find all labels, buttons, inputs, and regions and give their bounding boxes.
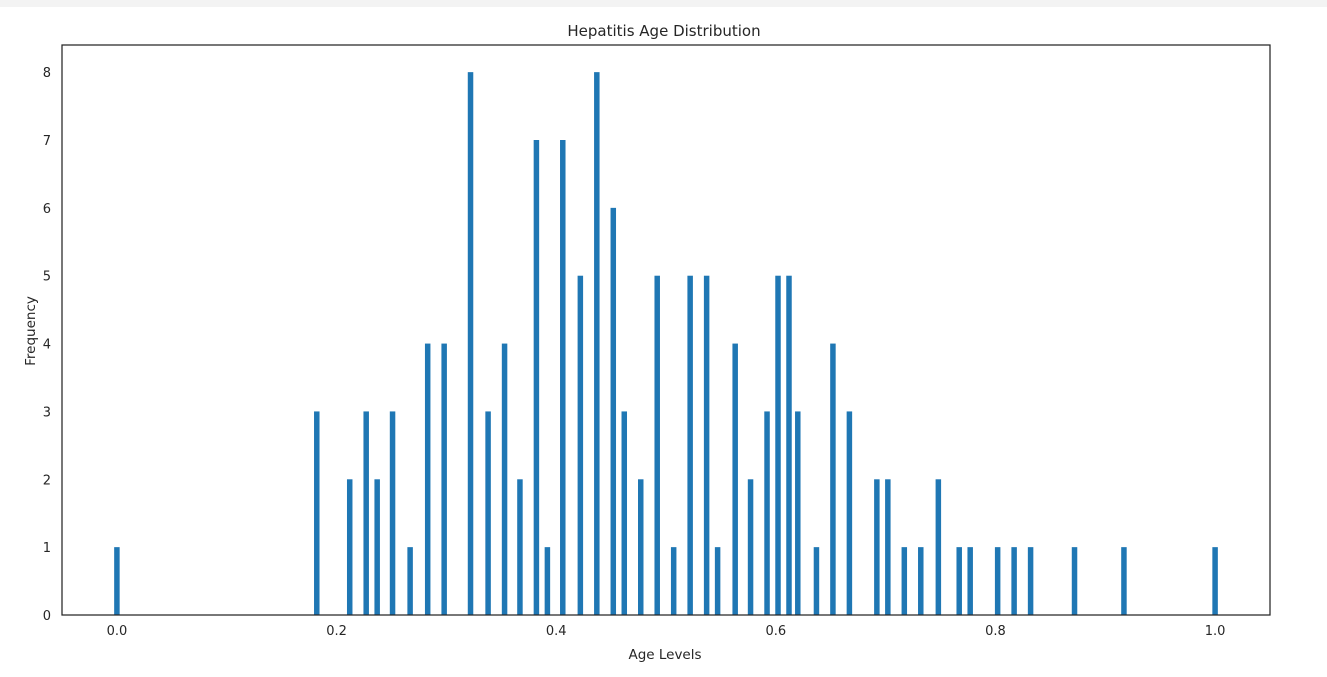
x-tick-label: 0.8	[985, 624, 1006, 639]
x-axis-label: Age Levels	[628, 647, 701, 663]
histogram-bar	[1121, 547, 1127, 615]
histogram-bar	[314, 411, 320, 615]
y-tick-label: 6	[43, 202, 51, 217]
histogram-bar	[830, 343, 836, 615]
histogram-bar	[114, 547, 120, 615]
x-axis-ticks: 0.0 0.2 0.4 0.6 0.8 1.0	[107, 624, 1226, 639]
histogram-bar	[621, 411, 628, 615]
histogram-bar	[732, 343, 738, 615]
histogram-bar	[424, 343, 431, 615]
x-tick-label: 0.6	[765, 624, 786, 639]
x-tick-label: 0.2	[326, 624, 347, 639]
notebook-top-strip	[0, 0, 1327, 7]
histogram-bar	[885, 479, 891, 615]
histogram-bar	[813, 547, 820, 615]
histogram-bar	[846, 411, 853, 615]
histogram-bar	[374, 479, 380, 615]
histogram-bar	[935, 479, 942, 615]
histogram-bar	[747, 479, 754, 615]
histogram-bar	[775, 275, 781, 615]
x-tick-label: 1.0	[1205, 624, 1226, 639]
histogram-bar	[670, 547, 677, 615]
x-tick-label: 0.0	[107, 624, 128, 639]
y-tick-label: 5	[43, 270, 51, 285]
y-tick-label: 8	[43, 66, 51, 81]
histogram-bar	[501, 343, 508, 615]
histogram-bar	[389, 411, 396, 615]
histogram-bar	[407, 547, 413, 615]
histogram-bar	[901, 547, 908, 615]
histogram-bar	[577, 275, 584, 615]
y-axis-ticks: 0 1 2 3 4 5 6 7 8	[43, 66, 51, 624]
histogram-bar	[485, 411, 491, 615]
bar-series	[114, 72, 1218, 616]
histogram-bar	[610, 207, 617, 616]
histogram-bar	[918, 547, 924, 615]
histogram-bar	[363, 411, 369, 615]
histogram-bar	[517, 479, 523, 615]
histogram-bar	[1212, 547, 1218, 615]
x-tick-label: 0.4	[546, 624, 567, 639]
y-tick-label: 2	[43, 473, 51, 488]
histogram-bar	[714, 547, 721, 615]
histogram-bar	[346, 479, 353, 615]
y-tick-label: 0	[43, 609, 51, 624]
y-tick-label: 1	[43, 541, 51, 556]
histogram-bar	[467, 72, 474, 615]
plot-area-frame	[61, 44, 1271, 616]
histogram-bar	[956, 547, 962, 615]
histogram-bar	[441, 343, 447, 615]
histogram-bar	[764, 411, 770, 615]
histogram-bar	[994, 547, 1001, 615]
histogram-bar	[874, 479, 880, 615]
histogram-bar	[1027, 547, 1034, 615]
histogram-bar	[638, 479, 644, 615]
histogram-bar	[533, 140, 540, 615]
histogram-bar	[1071, 547, 1078, 615]
chart-title: Hepatitis Age Distribution	[567, 22, 760, 40]
histogram-bar	[654, 275, 660, 615]
histogram-bar	[560, 140, 566, 615]
histogram-bar	[967, 547, 973, 615]
histogram-bar	[544, 547, 551, 615]
y-tick-label: 3	[43, 405, 51, 420]
y-tick-label: 7	[43, 134, 51, 149]
histogram-bar	[594, 72, 600, 615]
histogram-bar	[795, 411, 801, 615]
y-tick-label: 4	[43, 338, 51, 353]
y-axis-label: Frequency	[23, 296, 39, 366]
histogram-bar	[786, 275, 792, 615]
histogram-bar	[703, 275, 710, 615]
histogram-bar	[687, 275, 693, 615]
histogram-bar	[1011, 547, 1017, 615]
